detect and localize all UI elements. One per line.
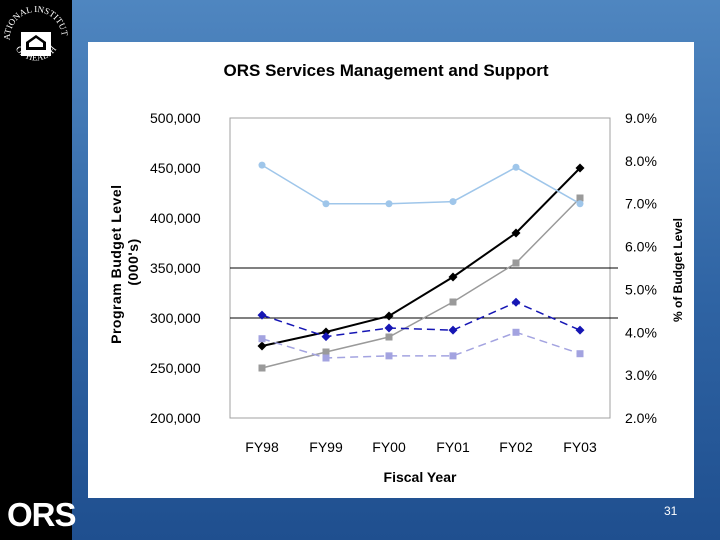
x-tick-label: FY99: [309, 439, 343, 455]
series-2-point-0: [258, 161, 266, 169]
left-tick-label: 300,000: [150, 310, 201, 326]
series-3-point-3: [448, 325, 458, 335]
page-number: 31: [664, 504, 678, 518]
series-line-2: [261, 164, 581, 205]
series-1-point-0: [258, 364, 266, 372]
right-tick-label: 9.0%: [625, 110, 657, 126]
x-tick-label: FY98: [245, 439, 279, 455]
series-3-point-2: [384, 323, 394, 333]
series-1-point-5: [576, 194, 584, 202]
right-tick-label: 2.0%: [625, 410, 657, 426]
seal-emblem-icon: [21, 32, 51, 56]
left-axis-ticks: 500,000 450,000 400,000 350,000 300,000 250,0…: [150, 110, 201, 426]
right-axis-ticks: 9.0% 8.0% 7.0% 6.0% 5.0% 4.0% 3.0% 2.0%: [625, 110, 657, 426]
x-tick-label: FY01: [436, 439, 470, 455]
gridlines: [230, 267, 618, 319]
chart: ORS Services Management and Support 500,…: [108, 61, 685, 485]
left-tick-label: 450,000: [150, 160, 201, 176]
right-tick-label: 5.0%: [625, 281, 657, 297]
right-tick-label: 4.0%: [625, 324, 657, 340]
series-0-point-4: [511, 228, 521, 238]
nih-seal-logo: NATIONAL INSTITUTES OF HEALTH: [2, 2, 70, 63]
series-1-point-2: [385, 333, 393, 341]
series-0-point-3: [448, 272, 458, 282]
y-axis-label-right: % of Budget Level: [671, 218, 685, 322]
left-tick-label: 250,000: [150, 360, 201, 376]
right-tick-label: 7.0%: [625, 196, 657, 212]
series-3-point-5: [575, 325, 585, 335]
series-markers: [257, 161, 585, 372]
right-tick-label: 3.0%: [625, 367, 657, 383]
x-tick-label: FY03: [563, 439, 597, 455]
series-line-0: [261, 167, 581, 347]
y-axis-label-left-line2: (000's): [125, 238, 141, 285]
series-0-point-1: [321, 327, 331, 337]
left-tick-label: 200,000: [150, 410, 201, 426]
x-tick-label: FY00: [372, 439, 406, 455]
series-1-point-1: [322, 348, 330, 356]
series-0-point-2: [384, 311, 394, 321]
left-tick-label: 350,000: [150, 260, 201, 276]
series-2-point-4: [512, 163, 520, 171]
series-2-point-2: [385, 200, 393, 208]
ors-logo: ORS: [7, 496, 77, 533]
series-1-point-3: [449, 298, 457, 306]
series-4-point-5: [576, 350, 584, 358]
series-line-4: [261, 331, 581, 359]
series-3-point-4: [511, 297, 521, 307]
right-tick-label: 8.0%: [625, 153, 657, 169]
left-tick-label: 400,000: [150, 210, 201, 226]
chart-panel: ORS Services Management and Support 500,…: [88, 42, 694, 498]
y-axis-label-left-line1: Program Budget Level: [108, 185, 124, 344]
series-4-point-0: [258, 335, 266, 343]
series-4-point-3: [449, 352, 457, 360]
series-0-point-5: [575, 163, 585, 173]
series-4-point-2: [385, 352, 393, 360]
series-3-point-1: [321, 332, 331, 342]
series-3-point-0: [257, 310, 267, 320]
x-tick-label: FY02: [499, 439, 533, 455]
series-line-1: [261, 197, 581, 369]
x-axis-ticks: FY98 FY99 FY00 FY01 FY02 FY03: [245, 439, 597, 455]
series-0-point-0: [257, 341, 267, 351]
series-1-point-4: [512, 259, 520, 267]
series-2-point-1: [322, 200, 330, 208]
series-4-point-4: [512, 328, 520, 336]
right-tick-label: 6.0%: [625, 239, 657, 255]
y-axis-label-left: Program Budget Level (000's): [108, 180, 141, 344]
series-line-3: [261, 301, 581, 338]
series-2-point-5: [576, 200, 584, 208]
series-2-point-3: [449, 198, 457, 206]
series-4-point-1: [322, 354, 330, 362]
series-lines: [261, 164, 581, 369]
sidebar: NATIONAL INSTITUTES OF HEALTH ORS: [0, 0, 77, 540]
left-tick-label: 500,000: [150, 110, 201, 126]
x-axis-label: Fiscal Year: [384, 469, 457, 485]
chart-title: ORS Services Management and Support: [224, 61, 549, 80]
